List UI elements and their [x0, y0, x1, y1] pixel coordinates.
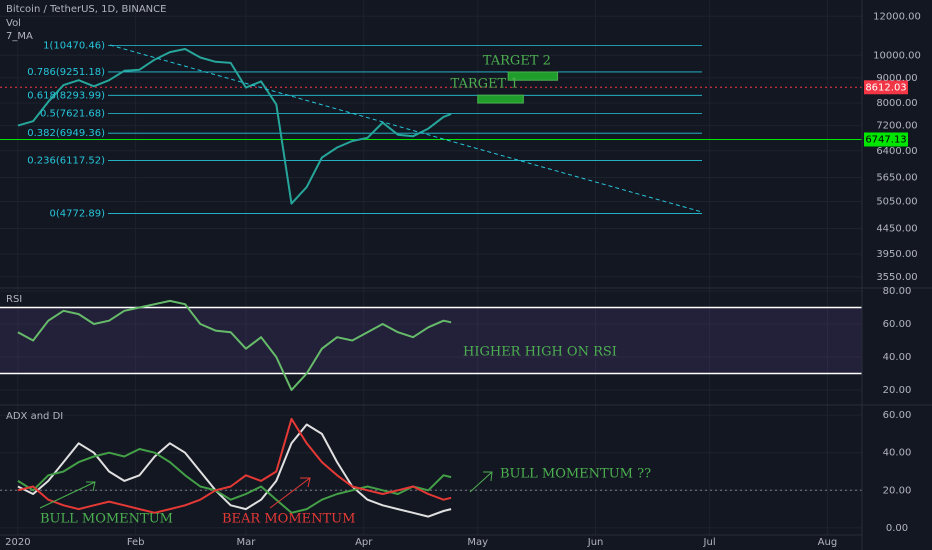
y-tick-label: 5650.00 [876, 172, 917, 183]
annotation: BULL MOMENTUM [40, 512, 173, 527]
target-box [477, 94, 524, 104]
ma-label: 7_MA [6, 31, 33, 42]
rsi-title: RSI [6, 294, 22, 305]
y-tick-label: 6400.00 [876, 146, 917, 157]
y-tick-label: 3950.00 [876, 249, 917, 260]
y-tick-label: 40.00 [883, 448, 912, 459]
x-tick-label: May [467, 537, 488, 548]
price-tag-label: 6747.13 [865, 134, 906, 145]
x-tick-label: Mar [236, 537, 256, 548]
arrow [39, 481, 96, 509]
fib-label: 0.618(8293.99) [27, 90, 105, 101]
annotation: BULL MOMENTUM ?? [500, 467, 651, 482]
fib-label: 0(4772.89) [49, 209, 105, 220]
y-tick-label: 3550.00 [876, 272, 917, 283]
trend-line [109, 44, 703, 213]
price-tag [864, 80, 908, 95]
y-tick-label: 9000.00 [876, 73, 917, 84]
x-tick-label: Aug [818, 537, 838, 548]
series-line [17, 423, 452, 518]
symbol: Bitcoin / TetherUS, 1D, BINANCE [6, 4, 166, 15]
adx-title: ADX and DI [6, 411, 63, 422]
arrow [269, 477, 311, 509]
y-tick-label: 40.00 [883, 352, 912, 363]
y-tick-label: 7200.00 [876, 121, 917, 132]
y-tick-label: 12000.00 [873, 11, 921, 22]
series-line [17, 417, 452, 514]
marks [0, 45, 908, 518]
rsi-band [0, 307, 862, 374]
fib-label: 0.786(9251.18) [27, 67, 105, 78]
x-tick-label: Jun [587, 537, 604, 548]
y-tick-label: 0.00 [886, 523, 908, 534]
x-tick-label: Jul [703, 537, 716, 548]
y-tick-label: 60.00 [883, 319, 912, 330]
target-label: TARGET 2 [483, 53, 551, 68]
fib-label: 1(10470.46) [43, 40, 105, 51]
target-box [507, 71, 559, 81]
price-tag [864, 132, 908, 147]
grid [0, 0, 862, 535]
fib-label: 0.236(6117.52) [27, 155, 105, 166]
x-tick-label: 2020 [5, 537, 30, 548]
y-tick-label: 4450.00 [876, 224, 917, 235]
series-line [17, 48, 452, 205]
y-tick-label: 5050.00 [876, 196, 917, 207]
volume-label: Vol [6, 18, 21, 29]
target-label: TARGET 1 [451, 77, 519, 92]
y-tick-label: 10000.00 [873, 50, 921, 61]
fib-label: 0.5(7621.68) [40, 108, 105, 119]
annotation: HIGHER HIGH ON RSI [463, 345, 617, 360]
series-line [17, 448, 452, 514]
y-tick-label: 20.00 [883, 385, 912, 396]
y-tick-label: 80.00 [883, 286, 912, 297]
arrow [469, 471, 493, 493]
series-line [17, 299, 452, 391]
price-tag-label: 8612.03 [865, 82, 906, 93]
x-tick-label: Feb [127, 537, 145, 548]
y-tick-label: 60.00 [883, 410, 912, 421]
fib-label: 0.382(6949.36) [27, 128, 105, 139]
y-tick-label: 8000.00 [876, 98, 917, 109]
x-tick-label: Apr [355, 537, 373, 548]
annotation: BEAR MOMENTUM [222, 512, 355, 527]
y-tick-label: 20.00 [883, 485, 912, 496]
